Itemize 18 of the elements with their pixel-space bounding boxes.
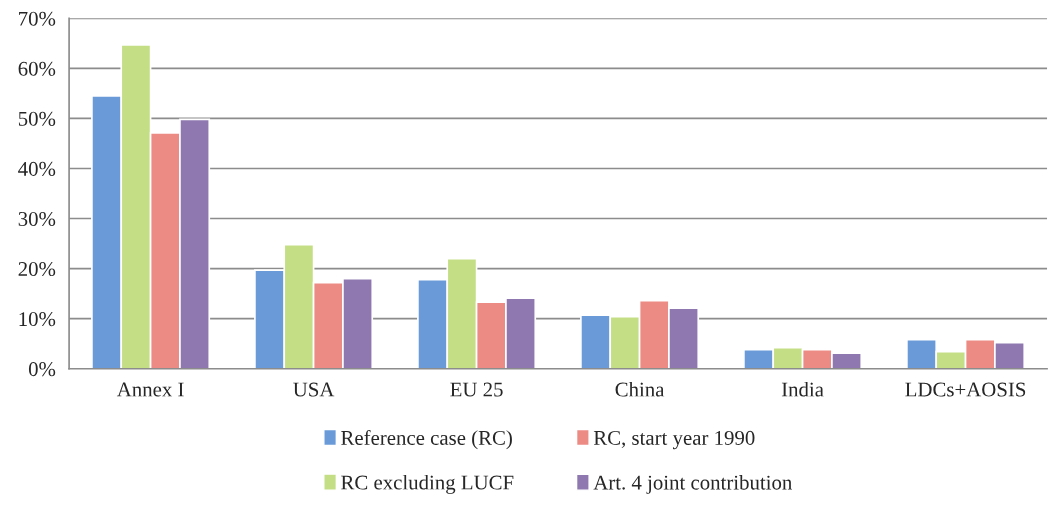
y-tick-label: 10% <box>19 312 56 327</box>
legend-label: Reference case (RC) <box>341 430 512 450</box>
legend-label: RC excluding LUCF <box>341 474 514 494</box>
x-tick-label: India <box>781 381 824 397</box>
y-tick-label: 20% <box>18 261 56 277</box>
y-tick-label: 70% <box>19 11 56 26</box>
legend-label: RC, start year 1990 <box>593 430 755 450</box>
x-tick-label: LDCs+AOSIS <box>905 382 1026 397</box>
x-tick-label: China <box>615 381 665 397</box>
y-tick-label: 60% <box>18 61 56 76</box>
legend-label: Art. 4 joint contribution <box>593 474 793 494</box>
y-tick-label: 40% <box>18 161 56 176</box>
x-tick-label: EU 25 <box>450 382 503 397</box>
x-tick-label: USA <box>293 382 335 397</box>
x-tick-label: Annex I <box>116 382 184 397</box>
y-tick-label: 0% <box>28 362 56 377</box>
y-tick-label: 50% <box>18 111 56 126</box>
y-tick-label: 30% <box>18 211 56 227</box>
